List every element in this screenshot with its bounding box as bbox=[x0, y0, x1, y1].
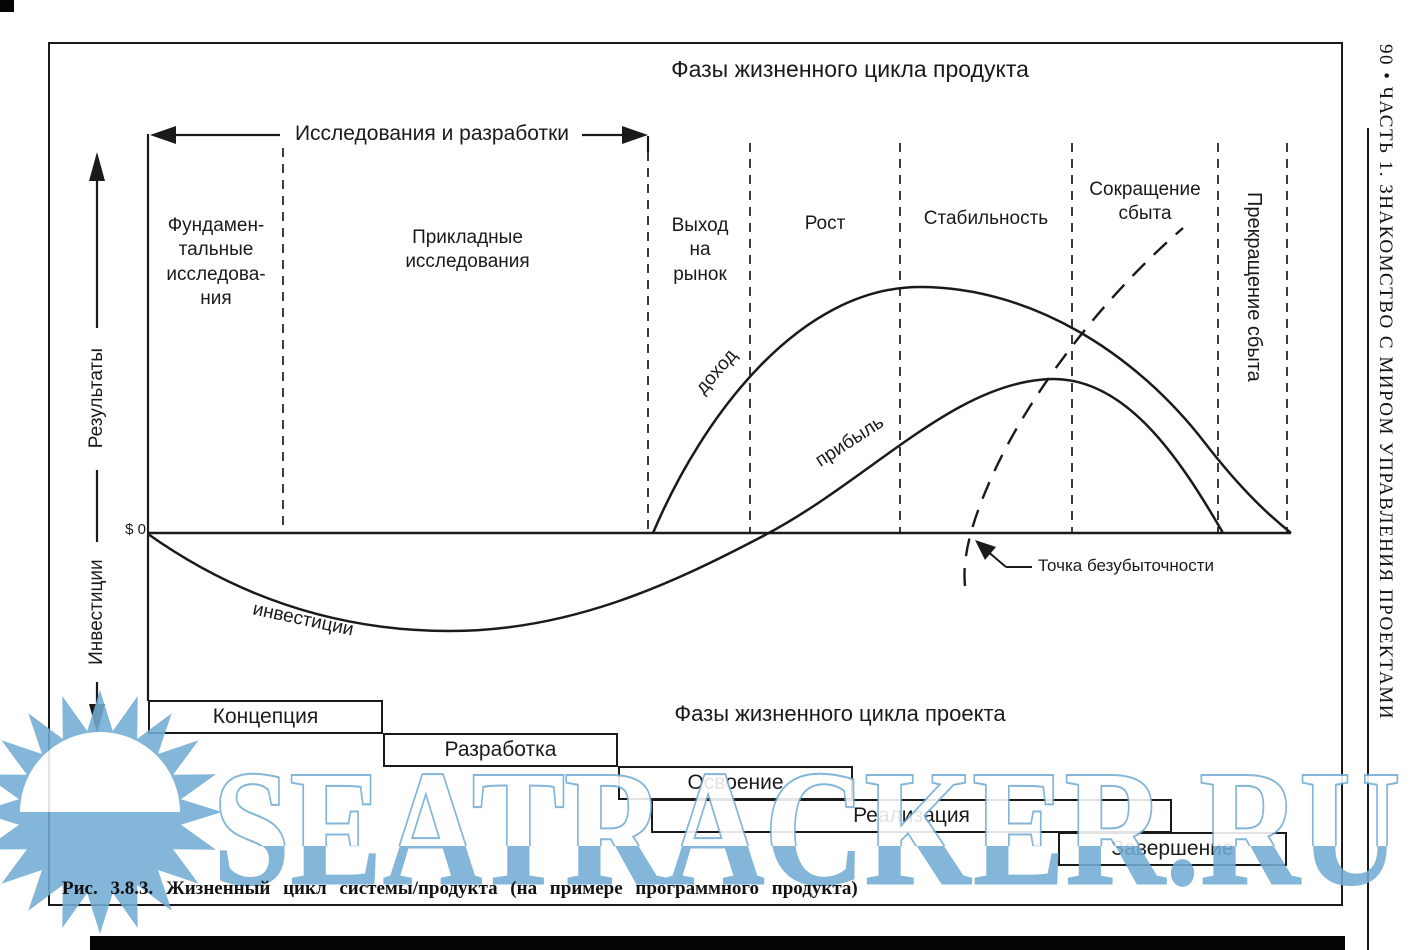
revenue-curve bbox=[651, 285, 1292, 534]
phase-label-market-entry: Выход на рынок bbox=[671, 215, 729, 285]
arrowhead-down bbox=[89, 704, 105, 733]
rnd-arrowhead-left bbox=[150, 126, 176, 144]
breakeven-label: Точка безубыточности bbox=[1038, 556, 1215, 575]
project-phase-label: Разработка bbox=[444, 738, 557, 761]
project-phase-box-development: Разработка bbox=[383, 733, 618, 767]
project-phase-label: Завершение bbox=[1111, 837, 1234, 860]
breakeven-arrowhead bbox=[975, 540, 996, 560]
running-head-vertical: 90 • ЧАСТЬ 1. ЗНАКОМСТВО С МИРОМ УПРАВЛЕ… bbox=[1375, 44, 1396, 720]
phase-label-sales-termination: Прекращение сбыта bbox=[1243, 191, 1265, 382]
phase-label-stability: Стабильность bbox=[923, 208, 1049, 229]
diagram-title: Фазы жизненного цикла продукта bbox=[671, 56, 1029, 82]
figure-caption-number: Рис. 3.8.3. bbox=[62, 878, 154, 899]
figure-border bbox=[48, 42, 1343, 906]
phase-separator-lines bbox=[282, 143, 1288, 532]
phase-label-sales-decline: Сокращение сбыта bbox=[1089, 179, 1201, 225]
phase-label-fundamental-research: Фундамен- тальные исследова- ния bbox=[166, 215, 266, 309]
phase-label-applied-research: Прикладные исследования bbox=[405, 227, 530, 273]
scan-corner-artifact bbox=[0, 0, 14, 12]
zero-dollars-label: $ 0 bbox=[125, 521, 146, 538]
breakeven-pointer bbox=[985, 549, 1032, 568]
rnd-arrowhead-right bbox=[622, 126, 648, 144]
scan-bottom-edge bbox=[90, 936, 1345, 950]
project-phase-box-completion: Завершение bbox=[1058, 832, 1287, 866]
investment-profit-curve bbox=[147, 377, 1225, 633]
project-phase-box-concept: Концепция bbox=[148, 700, 383, 734]
figure-caption: Рис. 3.8.3. Жизненный цикл системы/проду… bbox=[62, 878, 858, 900]
page-margin-rule bbox=[1367, 128, 1369, 950]
figure-caption-text: Жизненный цикл системы/продукта (на прим… bbox=[165, 878, 858, 899]
project-phases-title: Фазы жизненного цикла проекта bbox=[674, 701, 1006, 726]
project-phase-box-adoption: Освоение bbox=[618, 766, 853, 800]
axis-label-results: Результаты bbox=[85, 348, 107, 449]
project-phase-label: Реализация bbox=[853, 804, 970, 827]
project-phase-label: Освоение bbox=[687, 771, 784, 794]
axis-label-investments: Инвестиции bbox=[85, 559, 107, 665]
project-phase-label: Концепция bbox=[212, 705, 319, 728]
arrowhead-up bbox=[89, 152, 105, 181]
decline-dashed-curve bbox=[963, 227, 1184, 587]
phase-label-growth: Рост bbox=[804, 213, 846, 234]
rnd-bracket-label: Исследования и разработки bbox=[294, 122, 570, 145]
project-phase-box-implementation: Реализация bbox=[651, 799, 1172, 833]
